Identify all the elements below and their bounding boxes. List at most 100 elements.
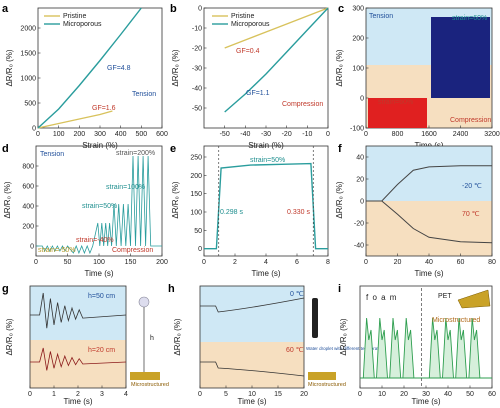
series-cold-h xyxy=(200,297,305,313)
panel-b: b -50 -40 -30 -20 -10 0 -50 -40 -30 -20 -10 0 Strai… xyxy=(170,3,330,150)
panel-g: g 0 1 2 3 4 Time (s) ΔR/R₀ (%) h=50 cm h=20 … xyxy=(2,283,169,406)
x-tick-label-b-3: -20 xyxy=(282,131,292,138)
sensor-block-icon xyxy=(308,372,336,380)
annotation-tension-c: Tension xyxy=(369,13,393,20)
y-axis-label-b: ΔR/R₀ (%) xyxy=(171,49,180,86)
y-tick-label-a-1: 500 xyxy=(24,101,36,108)
x-tick-label-e-1: 2 xyxy=(233,259,237,266)
y-axis-label-h: ΔR/R₀ (%) xyxy=(173,318,182,355)
y-axis-label-c: ΔR/R₀ (%) xyxy=(335,49,344,86)
annotation-label-h: Microstructured xyxy=(308,382,346,388)
y-tick-label-b-4: -10 xyxy=(192,26,202,33)
x-tick-label-f-2: 40 xyxy=(425,259,433,266)
x-tick-label-i-6: 60 xyxy=(488,391,496,398)
y-tick-label-c-1: 0 xyxy=(360,96,364,103)
y-tick-label-e-0: 0 xyxy=(198,246,202,253)
panel-label-f: f xyxy=(338,143,342,155)
sensor-block-icon xyxy=(130,372,160,380)
cycle-band-c-0 xyxy=(368,98,427,128)
x-tick-label-h-1: 5 xyxy=(224,391,228,398)
series-speech-i xyxy=(360,317,492,379)
x-tick-label-e-3: 6 xyxy=(295,259,299,266)
annotation-hot-f: 70 ℃ xyxy=(462,211,480,218)
annotation-hot-h: 60 ℃ xyxy=(286,347,304,354)
x-axis-label-e: Time (s) xyxy=(251,269,280,278)
y-tick-label-c-3: 200 xyxy=(352,36,364,43)
y-tick-label-d-1: 200 xyxy=(22,224,34,231)
legend-label-pristine-b: Pristine xyxy=(231,13,254,20)
y-tick-label-e-4: 200 xyxy=(190,173,202,180)
annotation-strain-e: strain=50% xyxy=(250,157,285,164)
series-pristine-b xyxy=(224,7,329,49)
y-tick-label-e-1: 50 xyxy=(194,228,202,235)
x-tick-label-i-1: 10 xyxy=(378,391,386,398)
annotation-mode-a: Tension xyxy=(132,91,156,98)
x-tick-label-e-0: 0 xyxy=(202,259,206,266)
series-response-e xyxy=(204,162,328,250)
y-tick-label-c-2: 100 xyxy=(352,66,364,73)
annotation-gf-micro-a: GF=4.8 xyxy=(107,65,131,72)
panel-i: i 0 10 20 30 40 50 60 Time (s) ΔR/R₀ (%) f o a… xyxy=(338,283,496,406)
pipette-icon xyxy=(312,298,318,338)
annotation-label-i: Microstructured xyxy=(432,317,480,324)
x-tick-label-d-3: 150 xyxy=(125,259,137,266)
annotation-rise-time-e: 0.298 s xyxy=(220,209,243,216)
annotation-strain-40-d: strain=-40% xyxy=(76,237,114,244)
x-tick-label-c-2: 1600 xyxy=(421,131,437,138)
y-tick-label-b-3: -20 xyxy=(192,46,202,53)
throat-sensor-icon xyxy=(457,289,491,309)
x-tick-label-i-4: 40 xyxy=(444,391,452,398)
series-cycles-d xyxy=(36,155,162,255)
x-tick-label-e-2: 4 xyxy=(264,259,268,266)
y-axis-label-d: ΔR/R₀ (%) xyxy=(3,181,12,218)
x-tick-label-d-0: 0 xyxy=(34,259,38,266)
x-tick-label-a-5: 500 xyxy=(135,131,147,138)
panel-e: e 0 2 4 6 8 0 50 100 150 200 250 Time (s) ΔR/R₀ (%… xyxy=(170,143,330,278)
x-tick-label-f-0: 0 xyxy=(364,259,368,266)
y-tick-label-d-2: 400 xyxy=(22,204,34,211)
x-tick-label-d-4: 200 xyxy=(156,259,168,266)
annotation-strain-up-c: strain=60% xyxy=(452,15,487,22)
x-tick-label-a-6: 600 xyxy=(156,131,168,138)
y-axis-label-g: ΔR/R₀ (%) xyxy=(5,318,14,355)
x-axis-label-f: Time (s) xyxy=(414,269,443,278)
legend-label-micro-a: Microporous xyxy=(63,21,102,28)
x-tick-label-g-4: 4 xyxy=(124,391,128,398)
y-tick-label-e-5: 250 xyxy=(190,155,202,162)
annotation-strain50-d: strain=50% xyxy=(82,203,117,210)
annotation-h20-g: h=20 cm xyxy=(88,347,115,354)
x-tick-label-a-3: 300 xyxy=(94,131,106,138)
panel-a: a 0 100 200 300 400 500 600 0 500 1000 1500 2000 St… xyxy=(2,3,168,150)
x-tick-label-h-0: 0 xyxy=(198,391,202,398)
cold-bg-h xyxy=(200,286,304,342)
y-tick-label-f-4: 40 xyxy=(356,155,364,162)
y-tick-label-a-2: 1000 xyxy=(20,76,36,83)
x-tick-label-g-3: 3 xyxy=(100,391,104,398)
panel-label-g: g xyxy=(2,283,9,295)
x-tick-label-c-4: 3200 xyxy=(484,131,500,138)
x-tick-label-b-5: 0 xyxy=(326,131,330,138)
panel-label-h: h xyxy=(168,283,175,295)
y-tick-label-b-0: -50 xyxy=(192,106,202,113)
x-tick-label-a-0: 0 xyxy=(36,131,40,138)
series-microporous-a xyxy=(37,7,142,129)
panel-label-i: i xyxy=(338,283,341,295)
series-hot-h xyxy=(200,361,305,377)
y-tick-label-d-0: 0 xyxy=(30,244,34,251)
y-axis-label-i: ΔR/R₀ (%) xyxy=(339,318,348,355)
annotation-gf-micro-b: GF=1.1 xyxy=(246,90,270,97)
series-h20-g xyxy=(30,347,127,371)
x-axis-label-g: Time (s) xyxy=(63,397,92,406)
panel-d: d 0 50 100 150 200 0 200 400 600 800 Time (s) ΔR/… xyxy=(2,143,168,278)
x-tick-label-g-1: 1 xyxy=(52,391,56,398)
x-tick-label-h-4: 20 xyxy=(300,391,308,398)
panel-label-d: d xyxy=(2,143,9,155)
x-tick-label-i-2: 20 xyxy=(400,391,408,398)
annotation-gf-pristine-a: GF=1.6 xyxy=(92,105,116,112)
x-tick-label-g-2: 2 xyxy=(76,391,80,398)
panel-label-e: e xyxy=(170,143,176,155)
x-tick-label-i-0: 0 xyxy=(358,391,362,398)
